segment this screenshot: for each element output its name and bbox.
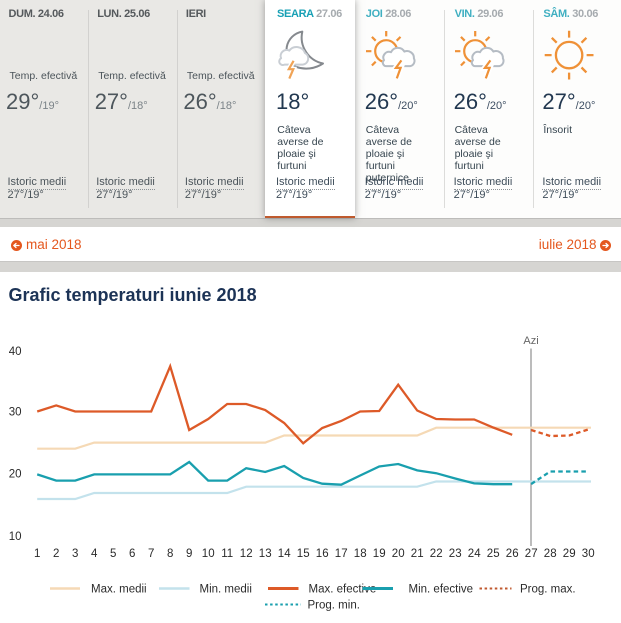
svg-text:40: 40 bbox=[9, 346, 22, 358]
svg-text:30: 30 bbox=[582, 548, 595, 560]
svg-text:20: 20 bbox=[9, 469, 22, 481]
svg-text:22: 22 bbox=[430, 548, 443, 560]
svg-text:Prog. min.: Prog. min. bbox=[308, 600, 360, 612]
svg-text:10: 10 bbox=[202, 548, 215, 560]
svg-text:12: 12 bbox=[240, 548, 253, 560]
svg-text:1: 1 bbox=[34, 548, 40, 560]
svg-text:9: 9 bbox=[186, 548, 192, 560]
svg-text:Min. efective: Min. efective bbox=[409, 584, 474, 596]
svg-text:29: 29 bbox=[563, 548, 576, 560]
svg-text:15: 15 bbox=[297, 548, 310, 560]
svg-text:Max. medii: Max. medii bbox=[91, 584, 147, 596]
svg-text:11: 11 bbox=[221, 548, 233, 560]
svg-text:Prog. max.: Prog. max. bbox=[520, 584, 576, 596]
svg-text:10: 10 bbox=[9, 531, 22, 543]
svg-text:28: 28 bbox=[544, 548, 557, 560]
svg-text:13: 13 bbox=[259, 548, 272, 560]
svg-text:27: 27 bbox=[525, 548, 538, 560]
svg-text:Azi: Azi bbox=[523, 335, 538, 347]
svg-text:25: 25 bbox=[487, 548, 500, 560]
svg-text:Min. medii: Min. medii bbox=[200, 584, 252, 596]
svg-text:21: 21 bbox=[411, 548, 424, 560]
svg-text:3: 3 bbox=[72, 548, 78, 560]
svg-text:30: 30 bbox=[9, 407, 22, 419]
svg-text:8: 8 bbox=[167, 548, 173, 560]
svg-text:23: 23 bbox=[449, 548, 462, 560]
svg-text:17: 17 bbox=[335, 548, 348, 560]
svg-text:24: 24 bbox=[468, 548, 481, 560]
svg-text:6: 6 bbox=[129, 548, 135, 560]
svg-text:26: 26 bbox=[506, 548, 519, 560]
svg-text:19: 19 bbox=[373, 548, 386, 560]
svg-text:2: 2 bbox=[53, 548, 59, 560]
svg-text:7: 7 bbox=[148, 548, 154, 560]
svg-text:20: 20 bbox=[392, 548, 405, 560]
svg-text:Max. efective: Max. efective bbox=[309, 584, 377, 596]
svg-text:18: 18 bbox=[354, 548, 367, 560]
svg-text:5: 5 bbox=[110, 548, 116, 560]
svg-text:14: 14 bbox=[278, 548, 291, 560]
svg-text:4: 4 bbox=[91, 548, 98, 560]
svg-text:16: 16 bbox=[316, 548, 329, 560]
